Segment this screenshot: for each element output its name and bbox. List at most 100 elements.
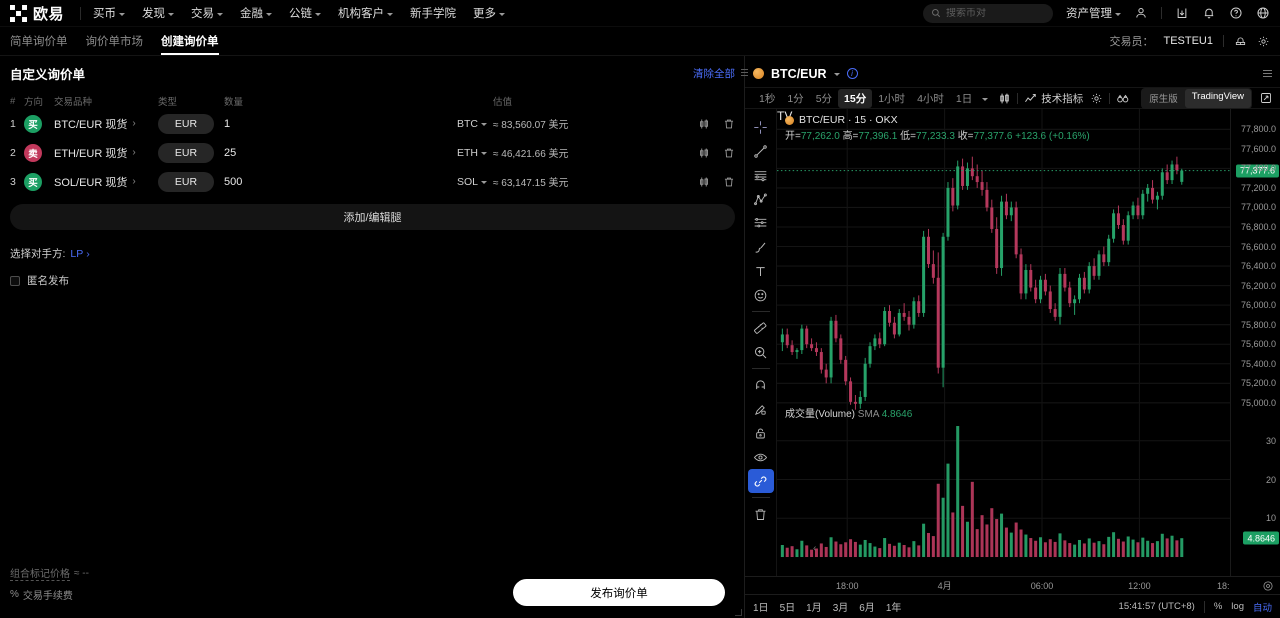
tab-create-rfq[interactable]: 创建询价单 — [161, 27, 219, 55]
time-axis-settings-icon[interactable] — [1262, 580, 1274, 592]
info-icon[interactable]: i — [846, 68, 858, 79]
type-pill[interactable]: EUR — [158, 113, 214, 134]
zoom-in-icon[interactable] — [748, 340, 774, 364]
range-1y[interactable]: 1年 — [885, 603, 902, 614]
user-icon[interactable] — [1134, 6, 1148, 20]
pane-drag-handle[interactable] — [740, 65, 749, 79]
resize-handle[interactable] — [735, 609, 742, 616]
timeframe-1s[interactable]: 1秒 — [759, 92, 776, 105]
scroll-left-icon[interactable]: ‹ — [813, 543, 817, 554]
assets-management-menu[interactable]: 资产管理 — [1066, 5, 1121, 21]
quantity-field[interactable]: 1 BTC — [224, 113, 493, 135]
nav-item-discover[interactable]: 发现 — [142, 5, 175, 21]
hat-icon[interactable] — [1234, 35, 1247, 48]
gear-icon[interactable] — [1257, 35, 1270, 48]
trash-icon[interactable] — [748, 502, 774, 526]
percent-scale-toggle[interactable]: % — [1213, 601, 1223, 612]
search-input[interactable] — [946, 7, 1045, 19]
chevron-down-icon[interactable] — [833, 73, 840, 76]
anonymous-checkbox[interactable] — [10, 275, 20, 286]
nav-item-chain[interactable]: 公链 — [289, 5, 322, 21]
timeframe-4h[interactable]: 4小时 — [917, 92, 944, 105]
range-3mo[interactable]: 3月 — [832, 603, 849, 614]
quantity-unit-selector[interactable]: SOL — [457, 176, 487, 188]
quantity-input[interactable]: 1 — [224, 117, 231, 130]
crosshair-icon[interactable] — [748, 115, 774, 139]
trash-icon[interactable] — [723, 147, 735, 159]
anonymous-publish-toggle[interactable]: 匿名发布 — [10, 273, 745, 288]
nav-item-institutional[interactable]: 机构客户 — [338, 5, 394, 21]
quantity-field[interactable]: 500 SOL — [224, 171, 493, 193]
timeframe-15m[interactable]: 15分 — [838, 88, 873, 108]
instrument-selector[interactable]: BTC/EUR 现货 › — [54, 116, 158, 132]
quantity-unit-selector[interactable]: ETH — [457, 147, 487, 159]
nav-item-trade[interactable]: 交易 — [191, 5, 224, 21]
trash-icon[interactable] — [723, 118, 735, 130]
brush-icon[interactable] — [748, 235, 774, 259]
row-direction[interactable]: 买 — [24, 114, 54, 133]
row-direction[interactable]: 卖 — [24, 143, 54, 162]
candlestick-icon[interactable] — [698, 147, 710, 159]
compare-icon[interactable] — [1116, 92, 1130, 105]
row-direction[interactable]: 买 — [24, 172, 54, 191]
candlestick-icon[interactable] — [698, 176, 710, 188]
globe-icon[interactable] — [1256, 6, 1270, 20]
instrument-selector[interactable]: SOL/EUR 现货 › — [54, 174, 158, 190]
trash-icon[interactable] — [723, 176, 735, 188]
timeframe-1d[interactable]: 1日 — [955, 92, 973, 105]
quantity-input[interactable]: 25 — [224, 146, 237, 159]
type-pill[interactable]: EUR — [158, 171, 214, 192]
chevron-down-icon[interactable] — [982, 97, 989, 101]
nav-item-buy-crypto[interactable]: 买币 — [93, 5, 126, 21]
lock-icon[interactable] — [748, 421, 774, 445]
help-circle-icon[interactable] — [1229, 6, 1243, 20]
nav-item-finance[interactable]: 金融 — [240, 5, 273, 21]
chart-menu-icon[interactable] — [1263, 70, 1272, 77]
quantity-unit-selector[interactable]: BTC — [457, 118, 487, 130]
counterparty-value[interactable]: LP › — [70, 248, 89, 260]
ruler-icon[interactable] — [748, 316, 774, 340]
indicators-button[interactable]: 技术指标 — [1041, 92, 1084, 105]
quantity-input[interactable]: 500 — [224, 175, 243, 188]
brand-logo[interactable]: 欧易 — [10, 3, 64, 24]
eye-icon[interactable] — [748, 445, 774, 469]
candlestick-icon[interactable] — [698, 118, 710, 130]
fib-icon[interactable] — [748, 211, 774, 235]
range-5d[interactable]: 5日 — [779, 603, 796, 614]
quantity-field[interactable]: 25 ETH — [224, 142, 493, 164]
add-edit-leg-button[interactable]: 添加/编辑腿 — [10, 204, 735, 230]
timeframe-5m[interactable]: 5分 — [815, 92, 833, 105]
pitchfork-icon[interactable] — [748, 187, 774, 211]
range-1d[interactable]: 1日 — [753, 603, 769, 614]
view-mode-native[interactable]: 原生版 — [1149, 94, 1178, 105]
link-icon[interactable] — [747, 469, 774, 493]
horizontal-lines-icon[interactable] — [748, 163, 774, 187]
time-axis[interactable]: 18:00 4月 06:00 12:00 18: — [745, 576, 1280, 594]
type-pill[interactable]: EUR — [158, 142, 214, 163]
range-6mo[interactable]: 6月 — [859, 603, 875, 614]
tab-rfq-market[interactable]: 询价单市场 — [86, 27, 144, 55]
clear-all-button[interactable]: 清除全部 — [693, 68, 735, 80]
timeframe-1h[interactable]: 1小时 — [878, 92, 906, 105]
range-1mo[interactable]: 1月 — [806, 603, 822, 614]
auto-scale-toggle[interactable]: 自动 — [1252, 602, 1272, 614]
nav-item-more[interactable]: 更多 — [473, 5, 506, 21]
instrument-selector[interactable]: ETH/EUR 现货 › — [54, 145, 158, 161]
fullscreen-icon[interactable] — [1260, 92, 1272, 104]
timeframe-1m[interactable]: 1分 — [787, 92, 804, 105]
magnet-icon[interactable] — [748, 373, 774, 397]
chart-plot[interactable]: BTC/EUR · 15 · OKX 开=77,262.0 高=77,396.1… — [777, 109, 1230, 576]
tab-simple-rfq[interactable]: 简单询价单 — [10, 27, 68, 55]
trend-line-icon[interactable] — [748, 139, 774, 163]
view-mode-tradingview[interactable]: TradingView — [1184, 88, 1251, 108]
indicator-icon[interactable] — [1024, 92, 1037, 105]
nav-item-academy[interactable]: 新手学院 — [410, 5, 456, 21]
search-box[interactable] — [923, 3, 1053, 23]
bell-icon[interactable] — [1202, 6, 1216, 20]
measure-pen-icon[interactable] — [748, 397, 774, 421]
emoji-icon[interactable] — [748, 283, 774, 307]
publish-rfq-button[interactable]: 发布询价单 — [513, 579, 725, 606]
candle-type-icon[interactable] — [998, 92, 1011, 105]
price-axis[interactable]: 77,377.6 4.8646 77,800.0 77,600.0 77,400.0… — [1230, 109, 1280, 576]
log-scale-toggle[interactable]: log — [1231, 601, 1244, 612]
